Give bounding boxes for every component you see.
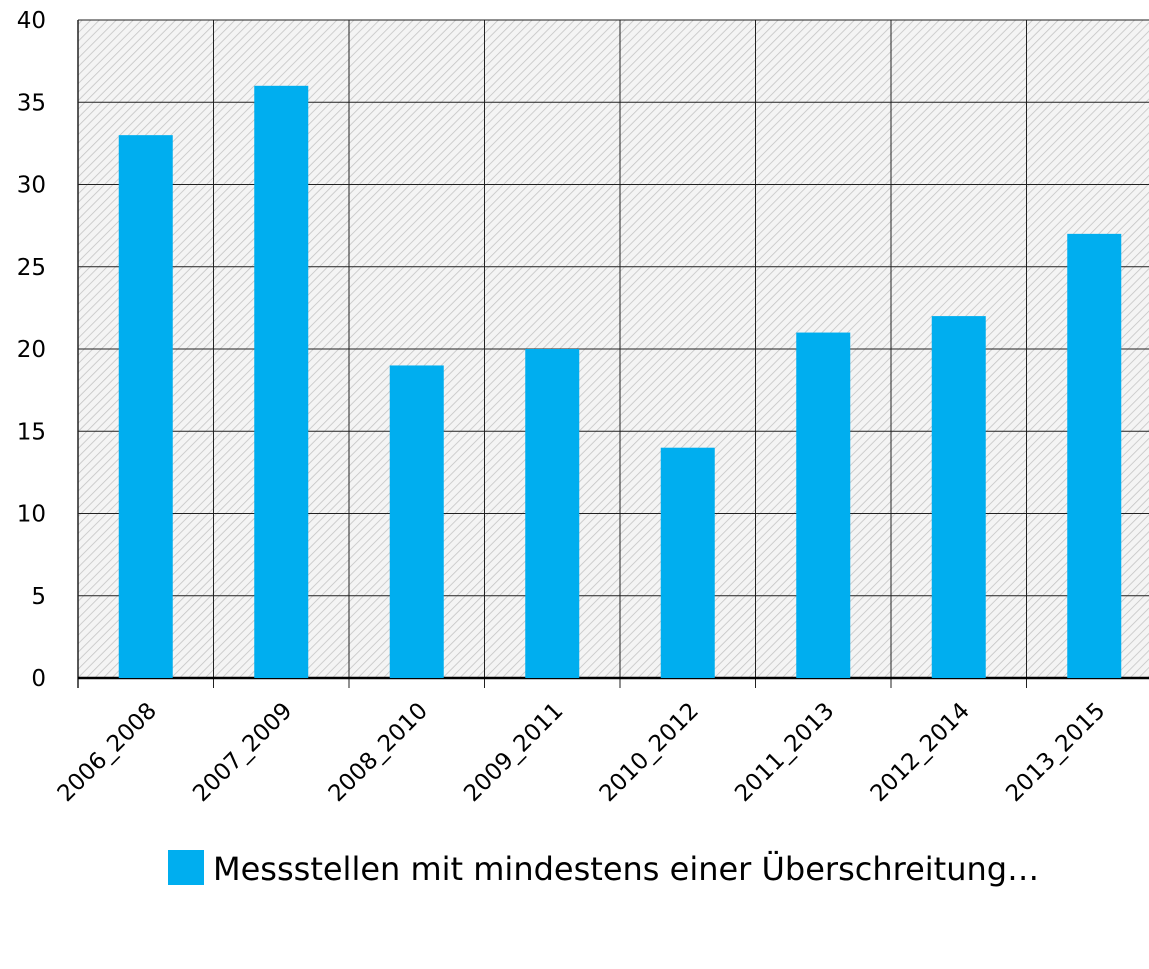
bar xyxy=(254,85,309,679)
y-tick-label: 15 xyxy=(17,419,46,445)
bar xyxy=(660,447,715,678)
x-tick-label: 2009_2011 xyxy=(459,698,568,807)
y-tick-label: 35 xyxy=(17,90,46,116)
y-tick-label: 0 xyxy=(31,666,46,692)
x-tick-label: 2012_2014 xyxy=(866,698,975,807)
bar xyxy=(389,365,444,678)
bar xyxy=(118,135,173,678)
legend-swatch xyxy=(168,850,204,885)
y-tick-label: 30 xyxy=(17,173,46,199)
x-tick-label: 2008_2010 xyxy=(324,698,433,807)
y-tick-label: 25 xyxy=(17,255,46,281)
x-tick-label: 2013_2015 xyxy=(1001,698,1110,807)
bar xyxy=(796,332,851,678)
bar xyxy=(525,349,580,678)
x-tick-label: 2006_2008 xyxy=(53,698,162,807)
y-tick-label: 20 xyxy=(17,337,46,363)
x-tick-label: 2007_2009 xyxy=(188,698,297,807)
x-tick-label: 2011_2013 xyxy=(730,698,839,807)
bar xyxy=(1067,233,1122,678)
y-tick-label: 5 xyxy=(31,584,46,610)
x-tick-label: 2010_2012 xyxy=(595,698,704,807)
bar xyxy=(931,316,986,678)
y-tick-label: 40 xyxy=(17,8,46,34)
y-tick-label: 10 xyxy=(17,502,46,528)
legend-label: Messstellen mit mindestens einer Übersch… xyxy=(213,850,1039,888)
